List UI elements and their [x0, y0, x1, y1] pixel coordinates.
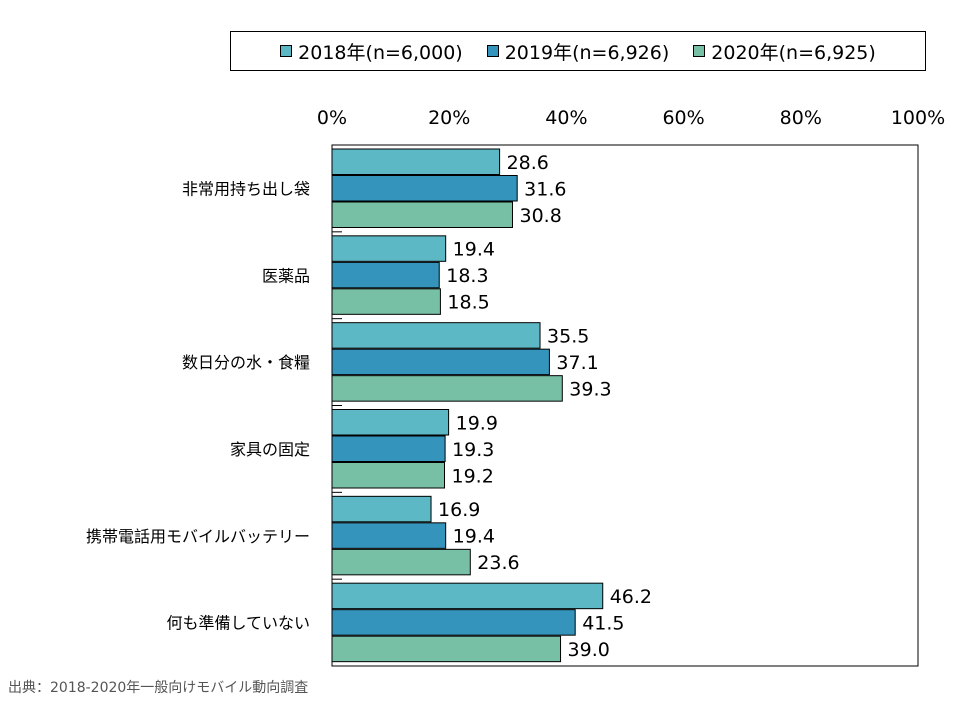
x-tick-label: 100%	[891, 107, 945, 129]
legend-item-2020: 2020年(n=6,925)	[693, 38, 876, 65]
category-label: 何も準備していない	[166, 614, 310, 633]
plot-area	[331, 144, 919, 667]
legend-label-2018: 2018年(n=6,000)	[298, 41, 463, 64]
bar	[331, 201, 513, 228]
category-label: 数日分の水・食糧	[182, 353, 310, 372]
bar	[331, 609, 576, 636]
bar	[331, 495, 432, 523]
bar	[331, 261, 440, 289]
bar	[331, 435, 446, 462]
data-label: 16.9	[438, 499, 480, 521]
bar	[331, 462, 446, 489]
data-label: 41.5	[582, 612, 624, 634]
data-label: 19.4	[453, 239, 495, 261]
bar	[331, 582, 604, 610]
bar	[331, 235, 447, 262]
data-label: 39.3	[569, 378, 611, 400]
bar	[331, 409, 450, 436]
bar	[331, 148, 501, 175]
data-label: 19.3	[452, 439, 494, 461]
bar	[331, 348, 550, 376]
category-label: 携帯電話用モバイルバッテリー	[86, 527, 310, 546]
bar	[331, 522, 447, 549]
legend-swatch-2018	[280, 45, 293, 57]
data-label: 30.8	[519, 205, 561, 227]
legend-item-2019: 2019年(n=6,926)	[486, 38, 670, 65]
data-label: 28.6	[507, 152, 549, 174]
data-label: 19.9	[456, 412, 498, 434]
bar	[331, 322, 541, 349]
data-label: 19.4	[453, 526, 495, 548]
x-tick-label: 80%	[780, 107, 822, 129]
data-label: 18.5	[447, 292, 489, 314]
legend-swatch-2020	[693, 45, 706, 57]
source-note: 出典：2018-2020年一般向けモバイル動向調査	[8, 680, 309, 696]
category-label: 医薬品	[262, 266, 310, 285]
bar	[331, 375, 563, 402]
data-label: 35.5	[547, 325, 589, 347]
data-label: 31.6	[524, 178, 566, 200]
data-label: 23.6	[477, 552, 519, 574]
legend-swatch-2019	[486, 45, 499, 57]
legend-item-2018: 2018年(n=6,000)	[280, 38, 463, 65]
legend-label-2019: 2019年(n=6,926)	[504, 41, 670, 64]
data-label: 19.2	[452, 465, 494, 487]
x-tick-label: 40%	[545, 107, 587, 129]
bar	[331, 175, 518, 202]
x-tick-label: 60%	[662, 107, 704, 129]
legend: 2018年(n=6,000) 2019年(n=6,926) 2020年(n=6,…	[230, 31, 926, 71]
category-label: 非常用持ち出し袋	[182, 179, 310, 198]
x-tick-label: 20%	[428, 107, 470, 129]
bar	[331, 635, 562, 663]
data-label: 46.2	[610, 586, 652, 608]
bar	[331, 288, 441, 315]
bar	[331, 548, 471, 576]
data-label: 37.1	[556, 352, 598, 374]
legend-label-2020: 2020年(n=6,925)	[711, 41, 876, 64]
x-tick-label: 0%	[317, 107, 347, 129]
data-label: 18.3	[446, 265, 488, 287]
data-label: 39.0	[568, 639, 610, 661]
category-label: 家具の固定	[230, 440, 310, 459]
